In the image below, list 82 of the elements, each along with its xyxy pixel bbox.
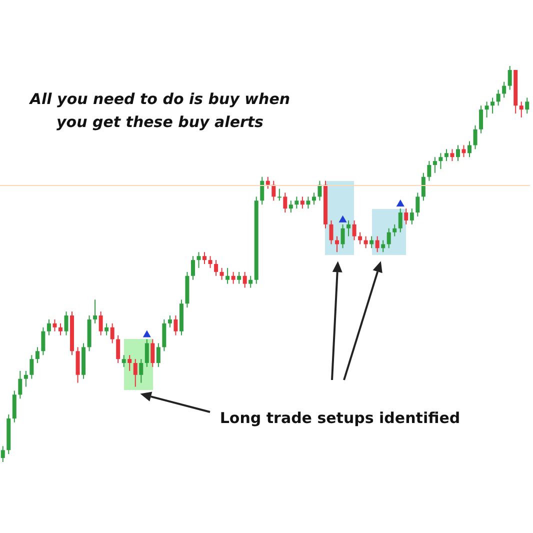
annotation: All you need to do is buy when you get these buy alerts [28,89,292,133]
candlestick [196,252,201,268]
candlestick [202,252,207,264]
candlestick [64,311,68,336]
candlestick [479,105,484,134]
candlestick [490,97,495,114]
candlestick [294,196,299,210]
candlestick [277,188,282,202]
candlestick [386,228,391,249]
candlestick [41,326,46,356]
candlestick [468,140,472,158]
candlestick [168,314,172,328]
candlestick [226,267,230,284]
candlestick [444,148,448,162]
candlestick [335,236,340,253]
candlestick [110,322,114,344]
candlestick [46,318,51,336]
candlestick [139,358,144,384]
candlestick [116,334,120,364]
candlestick [208,256,212,268]
candlestick [93,299,98,324]
candlestick [162,318,166,352]
candlestick [416,192,420,217]
candlestick [76,346,80,384]
candlestick [150,338,155,368]
candlestick [502,81,506,98]
candlestick [312,192,316,206]
candlestick [144,338,149,368]
candlestick [508,66,512,90]
candlestick [0,446,5,462]
candlestick [237,271,242,284]
annotation: Long trade setups identified [218,408,462,429]
candlestick [525,97,530,114]
candlestick [398,208,402,233]
candlestick [352,220,356,241]
candlestick [496,89,500,106]
candlestick [214,260,218,276]
candlestick [462,144,466,158]
candlestick [381,240,386,253]
candlestick [58,322,62,336]
candlestick [122,354,126,368]
candlestick [346,220,351,237]
candlestick [392,224,397,237]
candlestick [104,322,109,336]
candlestick [156,342,160,368]
candlestick [190,256,195,280]
candlestick [133,358,138,388]
candlestick [128,354,132,372]
candlestick [438,152,443,170]
candlestick [24,370,28,388]
candlestick [364,236,368,249]
candlestick [174,314,178,336]
candlestick [450,148,454,162]
candlestick [456,144,460,162]
candlestick [340,224,345,249]
candlestick [306,196,310,210]
candlestick [427,160,432,182]
candlestick [329,220,334,245]
candlestick [18,370,22,400]
candlestick [30,354,34,380]
candlestick [484,101,489,118]
candlestick [519,101,524,118]
candlestick [432,156,437,174]
candlestick [288,200,293,214]
candlestick [266,176,270,190]
candlestick [283,192,288,214]
candlestick [370,236,374,249]
candlestick [375,236,380,253]
candlestick [421,172,426,202]
candlestick [242,271,247,288]
candlestick [248,275,253,288]
candlestick [98,311,103,336]
candlestick [260,176,264,206]
candlestick [473,124,478,150]
candlestick [35,346,40,364]
candlestick [300,196,304,210]
candlestick [410,208,414,225]
candlestick [12,390,16,423]
candlestick [220,267,224,280]
candlestick [404,208,408,225]
candlestick [231,271,236,284]
candlestick [52,318,57,332]
